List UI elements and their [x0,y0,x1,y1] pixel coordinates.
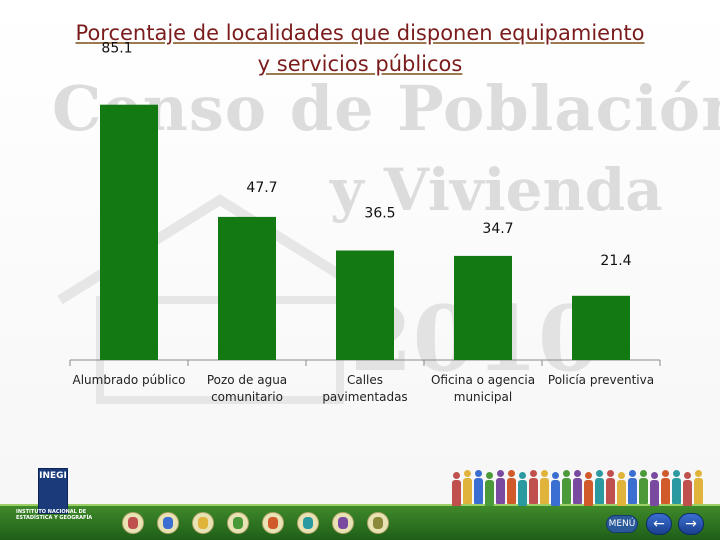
person-figure [573,470,582,506]
bar-2 [218,216,276,360]
footer-band [0,506,720,540]
bar-1 [100,104,158,360]
bar-chart: 85.1 47.7 36.5 34.7 21.4 [69,41,661,366]
theme-icon-2[interactable] [157,512,179,534]
chart-title: Porcentaje de localidades que disponen e… [20,18,700,80]
footer-divider [0,504,720,506]
person-figure [617,472,626,508]
inegi-logo: INEGI [38,468,68,514]
person-figure [540,470,549,506]
person-figure [661,470,670,506]
theme-icon-4[interactable] [227,512,249,534]
bar-5 [572,295,630,360]
forward-arrow-button[interactable]: → [678,513,704,535]
back-arrow-button[interactable]: ← [646,513,672,535]
category-label-line: municipal [453,390,513,404]
person-figure [529,470,538,506]
person-figure [463,470,472,506]
category-label-5: Policía preventiva [541,372,661,389]
theme-icon-5[interactable] [262,512,284,534]
category-label-line: Pozo de agua [206,373,288,387]
person-figure [628,470,637,506]
footer [0,460,720,540]
value-label-1: 85.1 [101,41,132,57]
bar-3 [336,250,394,360]
category-label-line: comunitario [211,390,283,404]
person-figure [507,470,516,506]
person-figure [639,470,648,506]
value-label-4: 34.7 [482,221,513,237]
category-label-2: Pozo de agua comunitario [187,372,307,406]
person-figure [683,472,692,508]
category-label-line: Policía preventiva [547,373,655,387]
menu-button[interactable]: MENÚ [606,515,638,533]
category-label-3: Calles pavimentadas [305,372,425,406]
theme-icon-8[interactable] [367,512,389,534]
value-label-3: 36.5 [364,206,395,222]
chart-title-line2: y servicios públicos [257,52,463,76]
person-figure [452,472,461,508]
person-figure [650,472,659,508]
person-figure [562,470,571,506]
person-figure [496,470,505,506]
category-label-line: Calles [346,373,384,387]
theme-icon-7[interactable] [332,512,354,534]
category-label-1: Alumbrado público [69,372,189,389]
person-figure [551,472,560,508]
institute-name: INSTITUTO NACIONAL DE ESTADÍSTICA Y GEOG… [16,509,93,521]
value-label-2: 47.7 [246,180,277,196]
bar-4 [454,255,512,360]
theme-icon-3[interactable] [192,512,214,534]
chart-title-line1: Porcentaje de localidades que disponen e… [75,21,645,45]
category-label-line: Oficina o agencia [430,373,536,387]
person-figure [606,470,615,506]
person-figure [584,472,593,508]
person-figure [672,470,681,506]
person-figure [595,470,604,506]
category-label-4: Oficina o agencia municipal [423,372,543,406]
category-label-line: Alumbrado público [72,373,186,387]
theme-icon-1[interactable] [122,512,144,534]
person-figure [485,472,494,508]
value-label-5: 21.4 [600,253,631,269]
category-label-line: pavimentadas [322,390,408,404]
inegi-logo-text: INEGI [39,471,67,481]
person-figure [474,470,483,506]
person-figure [518,472,527,508]
theme-icon-6[interactable] [297,512,319,534]
person-figure [694,470,703,506]
